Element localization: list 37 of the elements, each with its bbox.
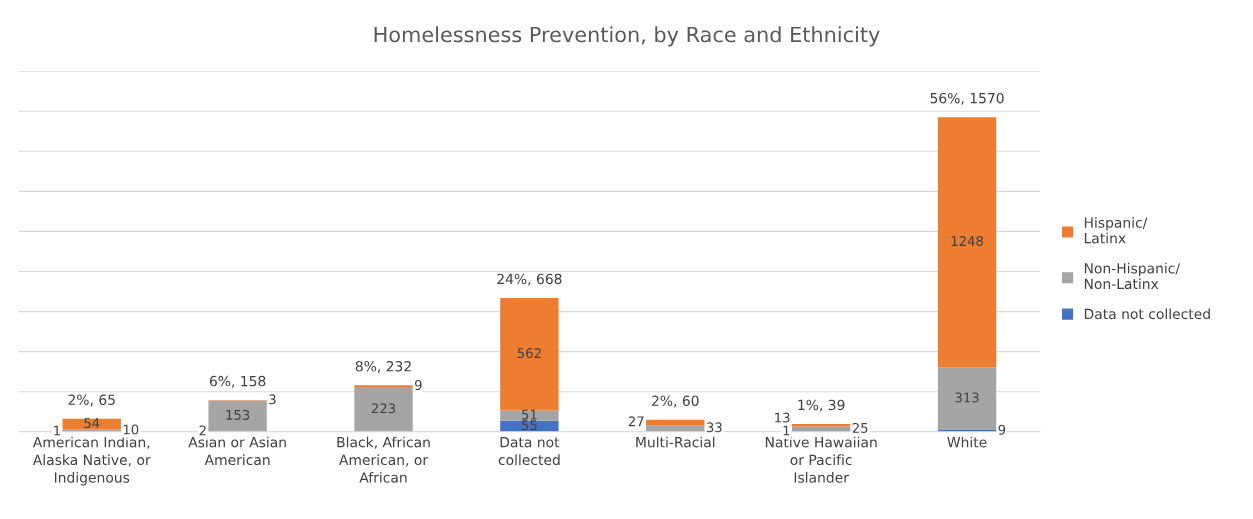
x-tick-label: American Indian, Alaska Native, or Indigenous (32, 436, 151, 486)
data-label: 153 (226, 409, 250, 420)
data-label: 55 (522, 420, 537, 431)
total-label: 6%, 158 (209, 375, 266, 388)
data-label: 25 (852, 422, 868, 433)
total-label: 2%, 65 (68, 394, 115, 407)
data-label: 3 (269, 394, 276, 405)
total-label: 1%, 39 (798, 399, 845, 412)
data-label: 54 (84, 418, 100, 429)
total-label: 24%, 668 (497, 273, 562, 286)
data-label: 313 (955, 392, 979, 403)
x-tick-label: White (947, 436, 987, 448)
data-label: 1 (783, 425, 790, 436)
data-label: 2 (199, 425, 206, 436)
legend-label: Data not collected (1084, 308, 1210, 320)
x-tick-label: Data not collected (498, 437, 560, 466)
data-label: 10 (123, 424, 139, 435)
data-label: 1248 (951, 236, 983, 247)
data-label: 9 (998, 424, 1006, 435)
total-label: 2%, 60 (652, 395, 699, 408)
data-label: 223 (371, 403, 396, 414)
total-label: 56%, 1570 (930, 92, 1004, 105)
data-label: 1 (54, 425, 60, 436)
legend-label: Non-Hispanic/ Non-Latinx (1084, 262, 1181, 290)
chart-title: Homelessness Prevention, by Race and Ethnicity (374, 26, 880, 47)
x-tick-label: Asian or Asian American (188, 436, 286, 466)
legend-label: Hispanic/ Latinx (1084, 217, 1148, 244)
total-label: 8%, 232 (355, 361, 411, 373)
x-tick-label: Native Hawaiian or Pacific Islander (765, 436, 877, 483)
data-label: 562 (517, 348, 541, 359)
data-label: 33 (706, 422, 722, 433)
data-label: 51 (522, 409, 537, 420)
x-tick-label: Multi-Racial (636, 436, 715, 448)
data-label: 9 (414, 380, 422, 391)
x-tick-label: Black, African American, or African (337, 436, 430, 483)
data-label: 13 (775, 412, 790, 423)
data-label: 27 (628, 416, 644, 427)
